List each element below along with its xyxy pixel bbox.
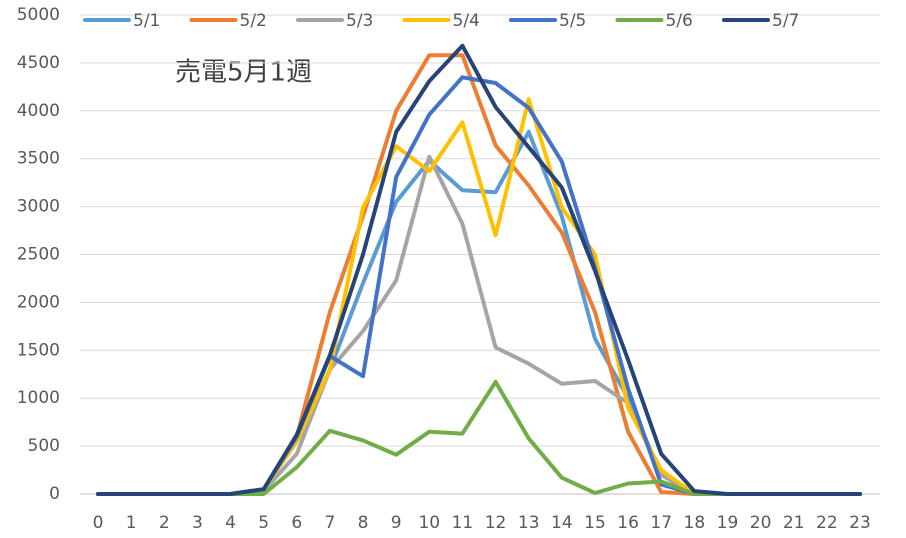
x-tick-label: 10 <box>418 513 440 533</box>
legend-label: 5/3 <box>346 11 373 31</box>
series-line <box>96 53 862 496</box>
x-tick-label: 11 <box>452 513 474 533</box>
series-line <box>96 43 862 496</box>
y-tick-label: 1000 <box>17 388 60 408</box>
x-tick-label: 1 <box>126 513 137 533</box>
x-tick-label: 17 <box>650 513 672 533</box>
legend-label: 5/4 <box>453 11 480 31</box>
x-tick-label: 2 <box>159 513 170 533</box>
legend-label: 5/7 <box>772 11 799 31</box>
y-tick-label: 0 <box>49 484 60 504</box>
x-tick-label: 23 <box>849 513 871 533</box>
y-tick-label: 500 <box>28 436 60 456</box>
x-tick-label: 22 <box>816 513 838 533</box>
y-tick-label: 5000 <box>17 5 60 25</box>
x-tick-label: 19 <box>717 513 739 533</box>
chart-title: 売電5月1週 <box>175 58 312 88</box>
x-tick-label: 13 <box>518 513 540 533</box>
y-tick-label: 3000 <box>17 197 60 217</box>
x-tick-label: 18 <box>684 513 706 533</box>
y-tick-label: 2500 <box>17 245 60 265</box>
x-tick-label: 20 <box>750 513 772 533</box>
x-tick-label: 5 <box>258 513 269 533</box>
y-tick-label: 3500 <box>17 149 60 169</box>
legend-label: 5/5 <box>559 11 586 31</box>
x-tick-label: 6 <box>291 513 302 533</box>
x-tick-label: 8 <box>358 513 369 533</box>
y-tick-label: 2000 <box>17 292 60 312</box>
x-tick-label: 15 <box>584 513 606 533</box>
series-line <box>96 379 862 496</box>
x-tick-label: 4 <box>225 513 236 533</box>
series-line <box>96 154 862 496</box>
x-tick-label: 16 <box>617 513 639 533</box>
x-tick-label: 0 <box>93 513 104 533</box>
y-tick-label: 4000 <box>17 101 60 121</box>
y-tick-label: 1500 <box>17 340 60 360</box>
x-tick-label: 3 <box>192 513 203 533</box>
legend-label: 5/6 <box>666 11 693 31</box>
series-line <box>96 129 862 496</box>
x-tick-label: 7 <box>324 513 335 533</box>
x-tick-label: 9 <box>391 513 402 533</box>
plot: 0 500 1000 1500 2000 2500 3000 3500 4000 4500 5000… <box>17 5 880 533</box>
legend-label: 5/1 <box>133 11 160 31</box>
x-tick-label: 12 <box>485 513 507 533</box>
y-tick-label: 4500 <box>17 53 60 73</box>
x-tick-label: 21 <box>783 513 805 533</box>
x-tick-label: 14 <box>551 513 573 533</box>
legend-label: 5/2 <box>240 11 267 31</box>
